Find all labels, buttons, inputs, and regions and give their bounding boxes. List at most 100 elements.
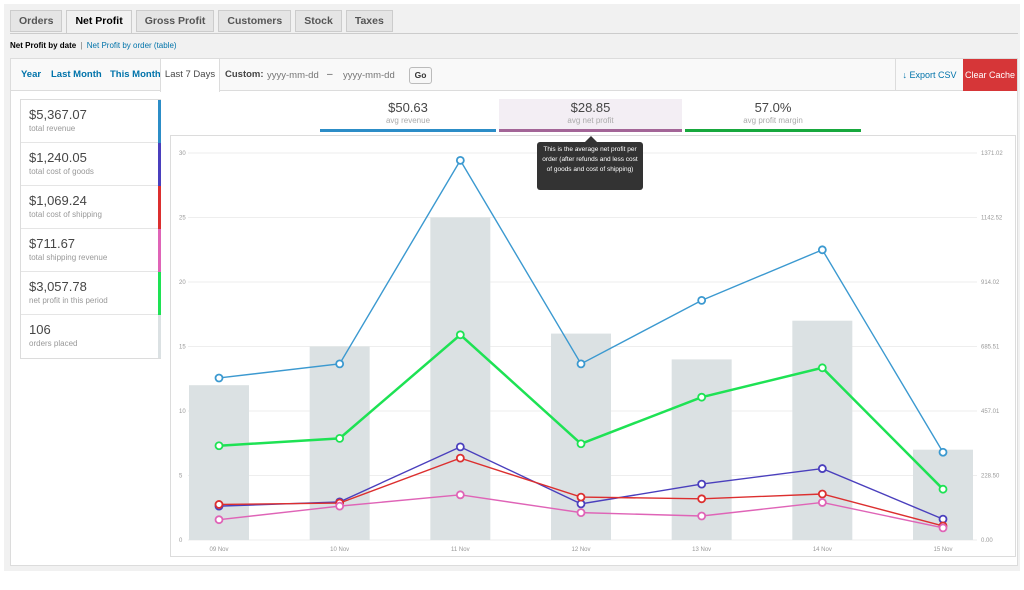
data-point: [576, 492, 586, 502]
export-csv-link[interactable]: ↓ Export CSV: [895, 59, 963, 91]
range-last-month[interactable]: Last Month: [51, 69, 102, 80]
tabs-divider: [10, 33, 1018, 34]
range-last-7-days[interactable]: Last 7 Days: [160, 59, 220, 92]
legend-value: $5,367.07: [29, 107, 87, 122]
legend-item-cost-of-goods[interactable]: $1,240.05 total cost of goods: [21, 143, 161, 186]
tab-customers[interactable]: Customers: [218, 10, 292, 32]
avg-net-profit-tooltip: This is the average net profit per order…: [537, 142, 643, 190]
data-point: [697, 392, 707, 402]
profit-chart: 0 5 10 15 20 25 30 0.00 228.50 457.01 685.51 914.02…: [179, 151, 1003, 553]
x-axis-tick-label: 14 Nov: [813, 547, 832, 553]
legend-value: $1,069.24: [29, 193, 87, 208]
legend-label: total revenue: [29, 124, 76, 133]
data-point: [817, 489, 827, 499]
legend-item-total-revenue[interactable]: $5,367.07 total revenue: [21, 100, 161, 143]
range-this-month[interactable]: This Month: [110, 69, 161, 80]
x-axis-tick-label: 09 Nov: [209, 547, 228, 553]
left-axis-tick-label: 0: [179, 538, 183, 544]
legend-value: $3,057.78: [29, 279, 87, 294]
stat-label: avg profit margin: [743, 116, 803, 125]
custom-end-date-input[interactable]: [343, 67, 403, 83]
go-button[interactable]: Go: [409, 67, 432, 84]
tab-stock[interactable]: Stock: [295, 10, 342, 32]
data-point: [817, 498, 827, 507]
tab-net-profit[interactable]: Net Profit: [66, 10, 132, 34]
data-point: [938, 447, 948, 457]
legend-item-cost-of-shipping[interactable]: $1,069.24 total cost of shipping: [21, 186, 161, 229]
legend-value: 106: [29, 322, 51, 337]
right-axis-tick-label: 1142.52: [981, 216, 1003, 222]
data-point: [576, 439, 586, 449]
bar-orders-placed: [309, 346, 370, 540]
custom-start-date-input[interactable]: [267, 67, 327, 83]
range-year[interactable]: Year: [21, 69, 42, 80]
x-axis-tick-label: 12 Nov: [571, 547, 590, 553]
legend-color-swatch: [158, 229, 161, 272]
tab-gross-profit[interactable]: Gross Profit: [135, 10, 215, 32]
report-box: Year Last Month This Month Last 7 Days C…: [10, 58, 1018, 566]
legend-item-shipping-revenue[interactable]: $711.67 total shipping revenue: [21, 229, 161, 272]
x-axis-tick-label: 11 Nov: [451, 547, 470, 553]
data-point: [938, 484, 948, 494]
tab-taxes[interactable]: Taxes: [345, 10, 393, 32]
x-axis-tick-label: 15 Nov: [933, 547, 952, 553]
data-point: [817, 245, 827, 255]
data-point: [576, 508, 586, 518]
date-range-bar: Year Last Month This Month Last 7 Days C…: [11, 59, 1017, 92]
subnav-current: Net Profit by date: [10, 41, 77, 50]
tooltip-arrow: [585, 136, 597, 142]
data-point: [214, 500, 224, 509]
data-point: [697, 295, 707, 305]
bar-orders-placed: [671, 359, 732, 540]
x-axis-tick-label: 10 Nov: [330, 547, 349, 553]
chart-area: 0 5 10 15 20 25 30 0.00 228.50 457.01 685.51 914.02…: [170, 135, 1016, 557]
x-axis-tick-label: 13 Nov: [692, 547, 711, 553]
data-point: [697, 511, 707, 521]
legend-item-orders-placed[interactable]: 106 orders placed: [21, 315, 161, 358]
bar-orders-placed: [430, 217, 491, 540]
left-axis-tick-label: 25: [179, 216, 186, 222]
right-axis-tick-label: 457.01: [981, 409, 1000, 415]
data-point: [576, 359, 586, 369]
data-point: [335, 433, 345, 443]
data-point: [214, 515, 224, 525]
reports-panel: Orders Net Profit Gross Profit Customers…: [4, 4, 1020, 571]
stat-avg-revenue: $50.63 avg revenue: [320, 99, 496, 132]
subnav-separator: |: [80, 41, 83, 50]
stat-value: 57.0%: [754, 100, 792, 115]
data-point: [817, 363, 827, 373]
data-point: [455, 490, 465, 500]
clear-cache-button[interactable]: Clear Cache: [963, 59, 1017, 91]
left-axis-tick-label: 30: [179, 151, 186, 157]
right-axis-tick-label: 685.51: [981, 345, 1000, 351]
data-point: [697, 494, 707, 504]
chart-legend: $5,367.07 total revenue $1,240.05 total …: [20, 99, 161, 359]
data-point: [335, 359, 345, 369]
stat-avg-profit-margin: 57.0% avg profit margin: [685, 99, 861, 132]
stat-value: $50.63: [388, 100, 428, 115]
data-point: [817, 464, 827, 473]
tab-orders[interactable]: Orders: [10, 10, 63, 32]
stat-label: avg revenue: [385, 116, 431, 125]
export-csv-label: Export CSV: [909, 70, 957, 80]
report-tabs: Orders Net Profit Gross Profit Customers…: [10, 10, 397, 34]
download-arrow-icon: ↓: [902, 70, 907, 80]
data-point: [938, 523, 948, 533]
legend-item-net-profit[interactable]: $3,057.78 net profit in this period: [21, 272, 161, 315]
right-axis-tick-label: 228.50: [981, 474, 1000, 480]
subnav-link-by-order[interactable]: Net Profit by order (table): [86, 41, 177, 50]
legend-label: total shipping revenue: [29, 253, 108, 262]
custom-range-dash: –: [327, 69, 333, 80]
right-axis-tick-label: 1371.02: [981, 151, 1003, 157]
legend-value: $1,240.05: [29, 150, 87, 165]
bar-orders-placed: [189, 385, 249, 540]
data-point: [214, 441, 224, 451]
data-point: [455, 155, 465, 165]
stat-avg-net-profit[interactable]: $28.85 avg net profit: [499, 99, 682, 132]
legend-label: net profit in this period: [29, 296, 108, 305]
left-axis-tick-label: 20: [179, 280, 186, 286]
legend-label: total cost of goods: [29, 167, 94, 176]
legend-color-swatch: [158, 315, 161, 358]
custom-range-label: Custom:: [225, 69, 264, 80]
legend-value: $711.67: [29, 236, 76, 251]
